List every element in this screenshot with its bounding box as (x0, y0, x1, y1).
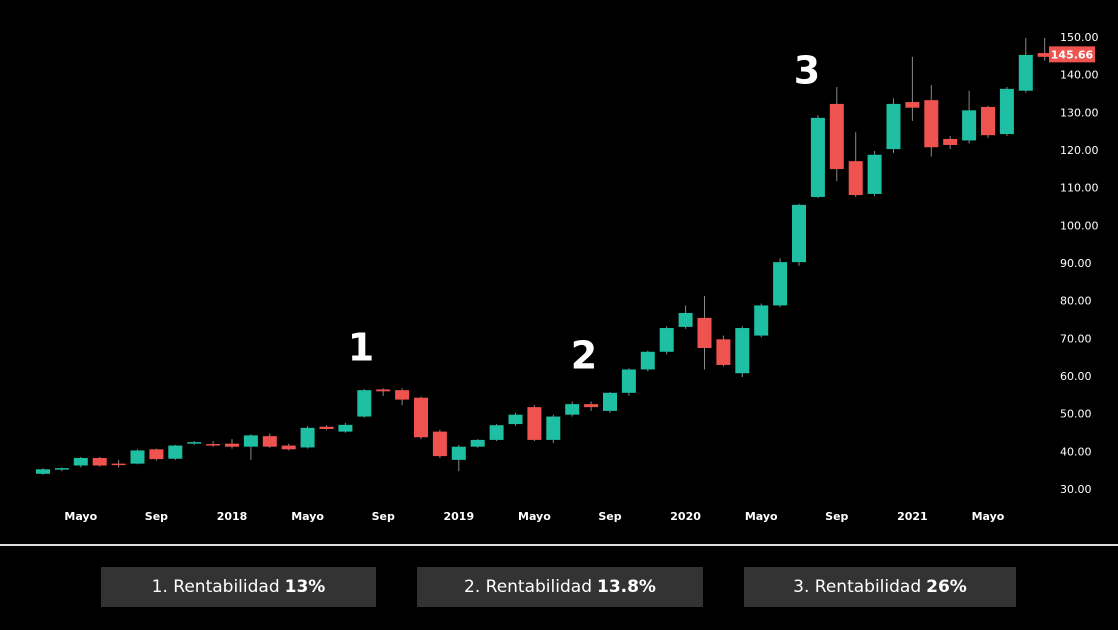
y-tick-label: 40.00 (1060, 445, 1092, 458)
candle-body (206, 444, 221, 446)
candle-body (905, 102, 920, 108)
candle-body (829, 103, 844, 170)
candle-body (981, 106, 995, 136)
candle-body (810, 117, 825, 197)
x-tick-label: Sep (598, 510, 621, 523)
candle-body (999, 88, 1014, 135)
candle-body (792, 204, 806, 263)
summary-label: 3. Rentabilidad (793, 577, 922, 597)
annotation: 2 (571, 334, 597, 378)
candle-body (357, 390, 372, 417)
summary-box: 1. Rentabilidad 13% (101, 567, 376, 607)
candle-body (848, 161, 863, 196)
x-tick-label: 2018 (217, 510, 248, 523)
candle-body (92, 457, 107, 466)
y-tick-label: 60.00 (1060, 370, 1092, 383)
candle-body (640, 351, 655, 370)
y-tick-label: 150.00 (1060, 31, 1099, 44)
candle-body (489, 425, 504, 440)
candle-body (716, 339, 731, 365)
summary-label: 1. Rentabilidad (151, 577, 280, 597)
candle-body (130, 450, 145, 464)
candle-body (395, 390, 410, 400)
candle-body (36, 469, 50, 474)
annotation: 1 (348, 326, 374, 370)
y-tick-label: 110.00 (1060, 182, 1099, 195)
candle-body (603, 392, 617, 411)
y-tick-label: 50.00 (1060, 408, 1092, 421)
candle-body (867, 154, 882, 194)
candle-body (924, 100, 939, 148)
x-tick-label: 2021 (897, 510, 928, 523)
x-tick-label: Mayo (518, 510, 551, 523)
summary-box: 2. Rentabilidad 13.8% (417, 567, 703, 607)
candle-body (584, 404, 599, 408)
candle-body (149, 449, 164, 460)
candle-body (773, 262, 788, 306)
candle-body (187, 442, 202, 444)
y-tick-label: 70.00 (1060, 332, 1092, 345)
divider (0, 544, 1118, 546)
candle-body (168, 445, 183, 459)
candle-body (376, 389, 391, 392)
y-tick-label: 140.00 (1060, 69, 1099, 82)
last-price-label: 145.66 (1051, 48, 1094, 61)
candle-body (565, 404, 580, 415)
candle-body (527, 407, 542, 440)
candle-body (319, 426, 334, 429)
candle-body (1037, 53, 1052, 57)
candle-body (414, 397, 428, 438)
candle-body (111, 463, 126, 466)
candle-body (300, 427, 315, 448)
x-tick-label: Sep (825, 510, 848, 523)
x-tick-label: Mayo (972, 510, 1005, 523)
candle-body (281, 445, 296, 450)
summary-value: 13% (284, 577, 326, 597)
candle-body (678, 312, 693, 327)
candle-body (546, 416, 561, 440)
x-tick-label: Mayo (291, 510, 324, 523)
candle-body (432, 431, 447, 457)
x-tick-label: 2019 (443, 510, 474, 523)
candle-body (470, 439, 485, 447)
candle-body (54, 468, 69, 470)
candle-body (943, 138, 958, 145)
candle-body (73, 457, 88, 466)
candle-body (451, 446, 466, 460)
x-tick-label: Mayo (64, 510, 97, 523)
candle-body (225, 443, 239, 447)
candle-body (735, 328, 750, 374)
candle-body (262, 436, 277, 447)
x-tick-label: Sep (145, 510, 168, 523)
y-tick-label: 120.00 (1060, 144, 1099, 157)
candle-body (243, 435, 258, 447)
candle-body (697, 317, 712, 348)
annotation: 3 (794, 49, 820, 93)
candle-body (886, 103, 901, 150)
candle-body (754, 305, 769, 336)
candle-body (962, 110, 977, 141)
x-tick-label: Sep (372, 510, 395, 523)
candle-body (659, 328, 674, 352)
summary-value: 13.8% (596, 577, 656, 597)
chart: 1 2 3 30.00 40.00 50.00 60.00 70.00 80.00 90.0… (36, 31, 1099, 523)
candle-body (338, 424, 353, 432)
y-tick-label: 80.00 (1060, 295, 1092, 308)
x-tick-label: 2020 (670, 510, 701, 523)
candle-body (621, 369, 636, 393)
last-price-box (1049, 46, 1095, 63)
summary-box: 3. Rentabilidad 26% (744, 567, 1016, 607)
y-tick-label: 30.00 (1060, 483, 1092, 496)
x-tick-label: Mayo (745, 510, 778, 523)
y-tick-label: 90.00 (1060, 257, 1092, 270)
candle-body (508, 414, 523, 425)
summary-value: 26% (926, 577, 967, 597)
candle-body (1018, 54, 1033, 91)
y-tick-label: 100.00 (1060, 219, 1099, 232)
summary-label: 2. Rentabilidad (464, 577, 592, 597)
y-tick-label: 130.00 (1060, 106, 1099, 119)
